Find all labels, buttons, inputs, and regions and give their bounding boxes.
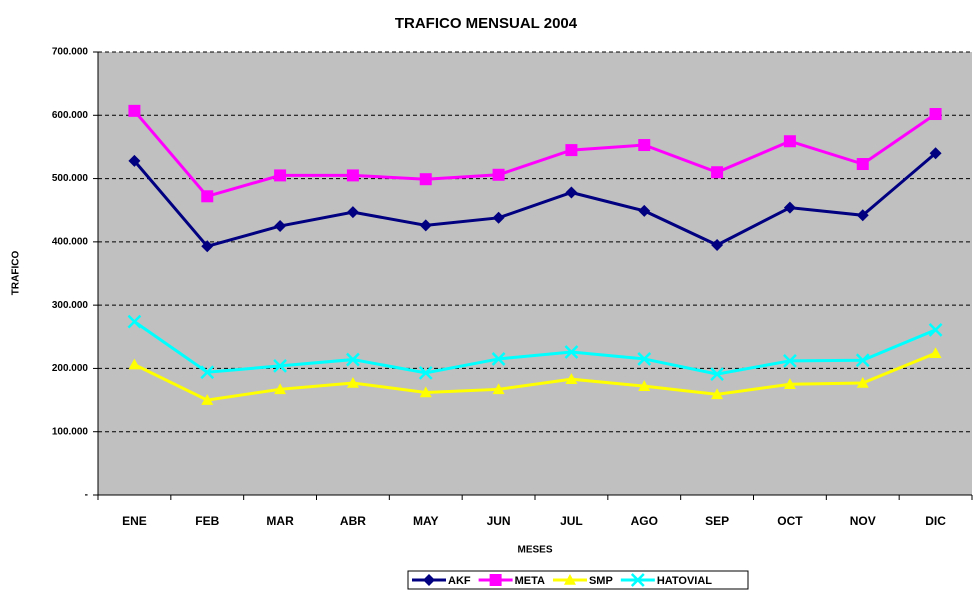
x-tick-label: ABR bbox=[340, 514, 366, 528]
data-point bbox=[565, 373, 578, 384]
legend-marker bbox=[489, 574, 502, 586]
data-point bbox=[419, 173, 432, 186]
y-tick-label: - bbox=[85, 490, 88, 501]
data-point bbox=[710, 367, 724, 382]
data-point bbox=[492, 168, 505, 181]
series-line bbox=[133, 152, 937, 248]
data-point bbox=[201, 190, 214, 203]
x-tick-label: SEP bbox=[705, 514, 729, 528]
data-point bbox=[346, 206, 359, 219]
chart-title: TRAFICO MENSUAL 2004 bbox=[395, 15, 578, 32]
data-point bbox=[564, 345, 579, 359]
series-line bbox=[133, 320, 937, 376]
data-point bbox=[127, 314, 142, 329]
data-point bbox=[638, 204, 651, 217]
y-tick-label: 100.000 bbox=[52, 426, 89, 437]
y-tick-label: 200.000 bbox=[52, 363, 89, 374]
data-point bbox=[855, 353, 870, 368]
data-point bbox=[128, 358, 141, 370]
data-point bbox=[274, 169, 287, 182]
data-point bbox=[346, 376, 359, 388]
legend-marker bbox=[563, 574, 576, 585]
x-tick-label: MAY bbox=[413, 514, 439, 528]
legend-label: AKF bbox=[448, 575, 471, 587]
data-point bbox=[565, 144, 578, 157]
y-tick-label: 700.000 bbox=[52, 47, 89, 58]
y-axis-label: TRAFICO bbox=[11, 251, 22, 296]
data-point bbox=[711, 166, 724, 179]
x-tick-label: AGO bbox=[631, 514, 658, 528]
y-tick-label: 300.000 bbox=[52, 300, 89, 311]
data-point bbox=[565, 186, 578, 199]
data-point bbox=[128, 104, 141, 117]
x-tick-label: MAR bbox=[266, 514, 294, 528]
data-point bbox=[638, 139, 651, 152]
x-tick-label: ENE bbox=[122, 514, 147, 528]
legend-marker bbox=[423, 574, 435, 586]
x-tick-label: JUN bbox=[487, 514, 511, 528]
y-tick-label: 600.000 bbox=[52, 110, 89, 121]
data-point bbox=[346, 169, 359, 182]
data-point bbox=[201, 240, 214, 253]
x-tick-label: DIC bbox=[925, 514, 946, 528]
data-point bbox=[929, 108, 942, 121]
legend-label: SMP bbox=[589, 575, 613, 587]
y-tick-label: 400.000 bbox=[52, 236, 89, 247]
data-point bbox=[128, 154, 141, 167]
data-point bbox=[711, 388, 724, 400]
data-point bbox=[928, 322, 943, 337]
data-point bbox=[929, 347, 942, 359]
data-point bbox=[783, 201, 796, 214]
x-axis-label: MESES bbox=[517, 545, 552, 556]
data-point bbox=[783, 378, 796, 390]
data-point bbox=[419, 386, 432, 398]
x-tick-label: JUL bbox=[560, 514, 583, 528]
data-point bbox=[637, 352, 652, 366]
data-point bbox=[491, 352, 506, 366]
x-tick-label: NOV bbox=[850, 514, 876, 528]
data-point bbox=[783, 353, 797, 368]
data-point bbox=[201, 394, 214, 405]
x-tick-label: FEB bbox=[195, 514, 219, 528]
x-tick-label: OCT bbox=[777, 514, 803, 528]
data-point bbox=[492, 383, 505, 395]
data-point bbox=[419, 219, 432, 232]
data-point bbox=[856, 158, 869, 171]
data-point bbox=[346, 352, 360, 367]
data-point bbox=[856, 376, 869, 388]
data-point bbox=[856, 209, 869, 222]
data-point bbox=[274, 383, 287, 395]
data-point bbox=[492, 211, 505, 224]
legend-marker bbox=[630, 573, 645, 587]
series-line bbox=[133, 351, 937, 402]
data-point bbox=[711, 239, 724, 252]
data-point bbox=[200, 365, 215, 380]
data-point bbox=[783, 135, 796, 148]
legend-label: META bbox=[515, 575, 545, 587]
plot-area bbox=[98, 52, 972, 495]
series-line bbox=[133, 109, 937, 198]
legend-label: HATOVIAL bbox=[657, 575, 712, 587]
data-point bbox=[418, 365, 433, 380]
y-tick-label: 500.000 bbox=[52, 173, 89, 184]
data-point bbox=[929, 147, 942, 160]
data-point bbox=[274, 220, 287, 233]
data-point bbox=[273, 359, 287, 373]
data-point bbox=[638, 380, 651, 391]
